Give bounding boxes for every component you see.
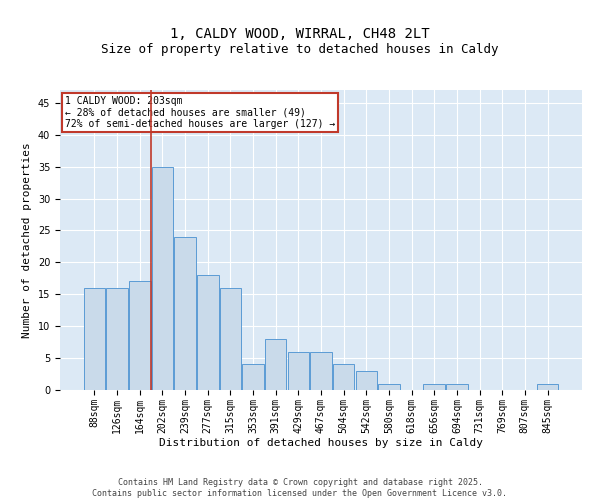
Bar [424, 384, 445, 390]
Text: 1, CALDY WOOD, WIRRAL, CH48 2LT: 1, CALDY WOOD, WIRRAL, CH48 2LT [170, 28, 430, 42]
Bar [537, 384, 558, 390]
Y-axis label: Number of detached properties: Number of detached properties [22, 142, 32, 338]
Text: Contains HM Land Registry data © Crown copyright and database right 2025.
Contai: Contains HM Land Registry data © Crown c… [92, 478, 508, 498]
Bar [152, 166, 173, 390]
Text: 1 CALDY WOOD: 203sqm
← 28% of detached houses are smaller (49)
72% of semi-detac: 1 CALDY WOOD: 203sqm ← 28% of detached h… [65, 96, 335, 129]
Bar [265, 339, 286, 390]
Bar [197, 275, 218, 390]
Bar [310, 352, 332, 390]
Bar [106, 288, 128, 390]
Bar [446, 384, 467, 390]
Bar [356, 371, 377, 390]
Bar [378, 384, 400, 390]
Bar [220, 288, 241, 390]
Bar [175, 237, 196, 390]
Bar [333, 364, 355, 390]
X-axis label: Distribution of detached houses by size in Caldy: Distribution of detached houses by size … [159, 438, 483, 448]
Bar [84, 288, 105, 390]
Bar [129, 282, 151, 390]
Bar [287, 352, 309, 390]
Text: Size of property relative to detached houses in Caldy: Size of property relative to detached ho… [101, 42, 499, 56]
Bar [242, 364, 264, 390]
